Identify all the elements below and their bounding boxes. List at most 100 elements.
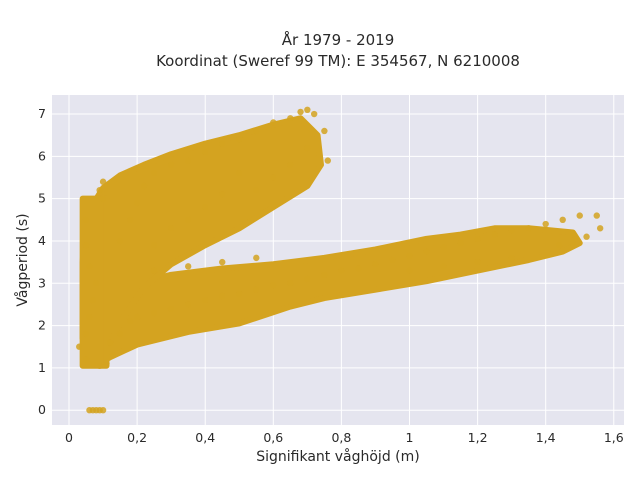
data-point	[406, 252, 413, 259]
y-tick-label: 5	[38, 191, 46, 206]
data-point	[167, 161, 175, 169]
data-point	[338, 267, 345, 274]
data-point	[508, 227, 515, 234]
y-tick-label: 3	[38, 275, 46, 290]
tick-labels: 0 0,2 0,4 0,6 0,8 1 1,2 1,4 1,6 0 1 2 3 4 5 6 7	[38, 106, 624, 445]
data-point	[167, 305, 175, 312]
data-point	[103, 360, 110, 367]
data-point	[202, 203, 209, 211]
data-point	[89, 360, 97, 367]
data-point	[93, 280, 100, 287]
data-point	[474, 235, 481, 243]
y-tick-label: 6	[38, 148, 46, 163]
x-tick-label: 1,4	[536, 430, 556, 445]
x-tick-label: 0	[65, 430, 73, 445]
data-point	[440, 244, 447, 251]
data-point	[89, 296, 97, 304]
data-point	[355, 265, 362, 272]
x-tick-label: 1,2	[468, 430, 488, 445]
data-point	[556, 241, 563, 249]
data-point	[372, 261, 379, 268]
data-point	[324, 157, 331, 164]
data-point	[287, 115, 294, 122]
data-point	[406, 267, 413, 274]
chart-subtitle: Koordinat (Sweref 99 TM): E 354567, N 62…	[156, 52, 520, 70]
data-points	[76, 106, 604, 414]
x-tick-label: 1	[406, 430, 414, 445]
data-point	[576, 212, 583, 219]
data-point	[423, 248, 430, 255]
data-point	[236, 170, 243, 177]
data-point	[150, 241, 158, 249]
y-tick-label: 1	[38, 360, 46, 375]
data-point	[82, 241, 90, 249]
density-cloud	[79, 115, 583, 369]
data-point	[287, 280, 294, 287]
data-point	[127, 216, 134, 224]
data-point	[127, 318, 134, 325]
data-point	[236, 290, 243, 298]
data-point	[304, 275, 311, 283]
data-point	[219, 140, 226, 147]
data-point	[96, 362, 103, 369]
data-point	[86, 263, 93, 270]
data-point	[389, 256, 396, 264]
data-point	[569, 239, 577, 247]
y-axis-label: Vågperiod (s)	[14, 213, 31, 306]
chart-title: År 1979 - 2019	[282, 30, 395, 49]
data-point	[457, 239, 464, 247]
x-axis-label: Signifikant våghöjd (m)	[256, 448, 419, 465]
x-tick-label: 0,2	[127, 430, 147, 445]
data-point	[270, 282, 277, 289]
data-point	[184, 157, 192, 164]
data-point	[184, 216, 192, 224]
data-point	[106, 339, 114, 346]
y-tick-label: 4	[38, 233, 46, 248]
data-point	[76, 343, 83, 350]
data-point	[202, 148, 209, 156]
data-point	[99, 178, 107, 185]
data-point	[253, 186, 260, 194]
data-point	[287, 161, 294, 169]
data-point	[236, 136, 243, 143]
data-point	[253, 254, 260, 262]
lower-band-cloud	[79, 225, 583, 368]
data-point	[559, 216, 566, 224]
data-point	[593, 212, 600, 219]
data-point	[133, 199, 141, 207]
data-point	[310, 110, 318, 118]
data-point	[270, 174, 277, 181]
data-point	[167, 225, 175, 232]
data-point	[297, 108, 304, 116]
y-tick-label: 2	[38, 318, 46, 333]
data-point	[82, 330, 90, 338]
y-tick-label: 7	[38, 106, 46, 121]
x-tick-label: 1,6	[604, 430, 624, 445]
data-point	[86, 313, 93, 321]
data-point	[596, 225, 604, 232]
data-point	[150, 309, 158, 317]
data-point	[321, 271, 328, 279]
data-point	[99, 406, 107, 414]
data-point	[474, 258, 481, 266]
x-tick-label: 0,4	[195, 430, 215, 445]
data-point	[440, 263, 447, 270]
data-point	[219, 258, 226, 266]
data-point	[140, 182, 148, 190]
data-point	[270, 119, 277, 126]
data-point	[184, 263, 192, 270]
data-point	[99, 195, 107, 202]
data-point	[491, 231, 498, 238]
data-point	[150, 170, 158, 177]
data-point	[304, 106, 311, 114]
data-point	[82, 216, 90, 224]
data-point	[304, 144, 311, 152]
data-point	[253, 286, 260, 293]
data-point	[184, 301, 192, 308]
data-point	[96, 186, 103, 194]
data-point	[116, 237, 124, 245]
data-point	[321, 127, 328, 135]
data-point	[542, 220, 549, 228]
